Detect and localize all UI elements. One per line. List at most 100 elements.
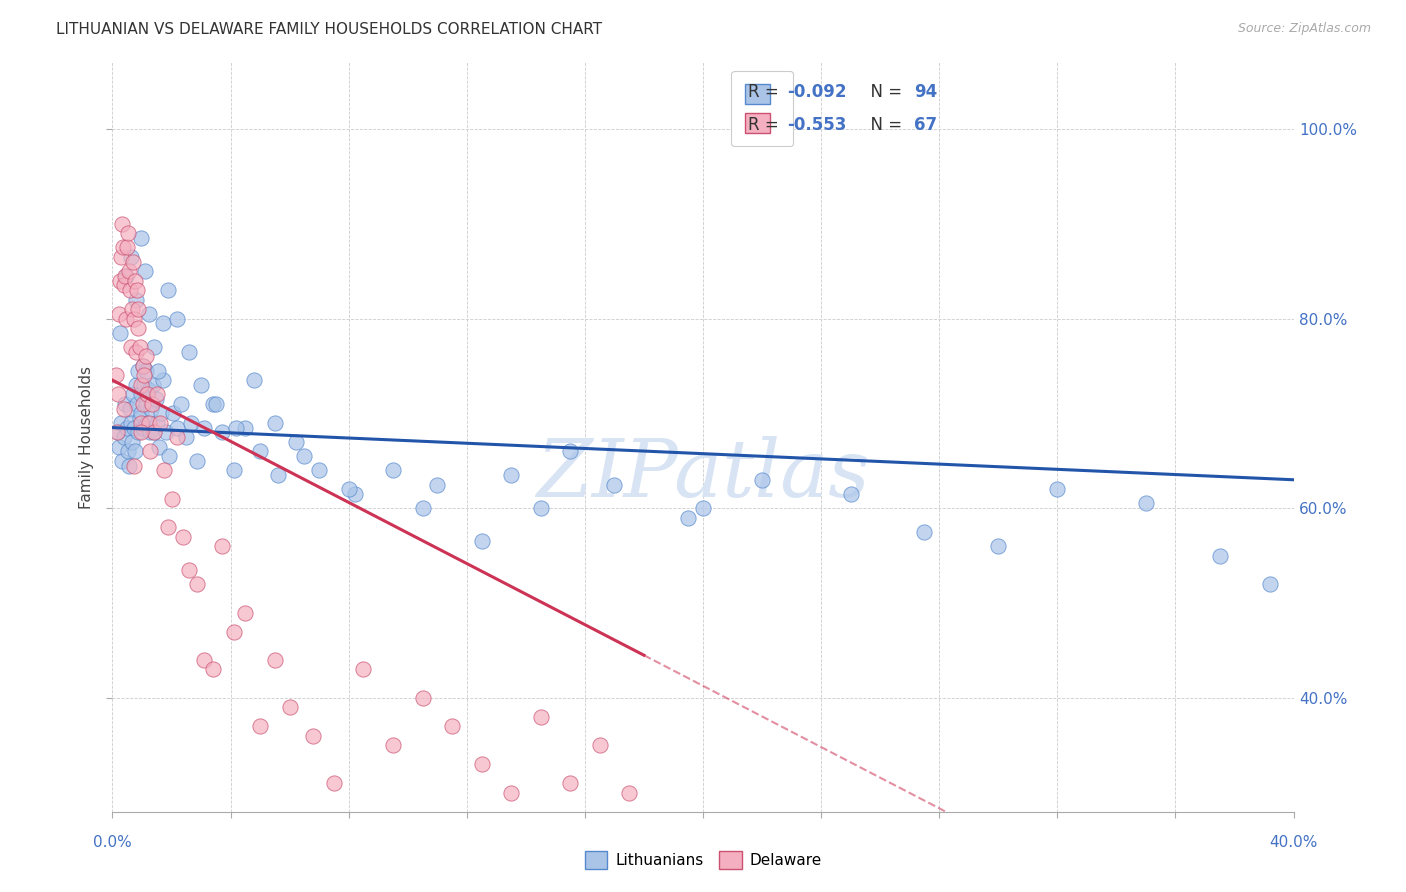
- Point: [426, 477, 449, 491]
- Point: [143, 340, 166, 354]
- Point: [107, 425, 129, 440]
- Point: [292, 449, 315, 463]
- Text: -0.553: -0.553: [787, 116, 846, 135]
- Point: [243, 373, 266, 387]
- Point: [108, 307, 131, 321]
- Point: [839, 487, 862, 501]
- Point: [129, 387, 152, 401]
- Point: [118, 458, 141, 473]
- Text: N =: N =: [860, 116, 908, 135]
- Point: [117, 226, 139, 240]
- Point: [134, 368, 156, 383]
- Text: R =: R =: [748, 83, 785, 101]
- Point: [225, 420, 247, 434]
- Point: [115, 240, 138, 254]
- Point: [124, 378, 146, 392]
- Point: [278, 700, 301, 714]
- Text: -0.092: -0.092: [787, 83, 846, 101]
- Point: [112, 401, 135, 416]
- Point: [692, 501, 714, 516]
- Point: [193, 420, 215, 434]
- Text: 67: 67: [914, 116, 936, 135]
- Text: R =: R =: [748, 116, 785, 135]
- Point: [160, 491, 183, 506]
- Point: [118, 264, 141, 278]
- Point: [118, 283, 141, 297]
- Point: [148, 440, 170, 454]
- Point: [249, 719, 271, 733]
- Point: [179, 563, 201, 577]
- Point: [108, 440, 131, 454]
- Point: [114, 268, 136, 283]
- Point: [343, 487, 366, 501]
- Point: [412, 501, 434, 516]
- Point: [111, 454, 134, 468]
- Text: 94: 94: [914, 83, 936, 101]
- Point: [121, 254, 143, 268]
- Point: [110, 250, 132, 264]
- Point: [156, 520, 179, 534]
- Point: [121, 387, 143, 401]
- Point: [166, 311, 188, 326]
- Point: [141, 401, 163, 416]
- Point: [131, 359, 153, 373]
- Point: [529, 501, 551, 516]
- Point: [111, 240, 134, 254]
- Point: [162, 406, 184, 420]
- Point: [127, 321, 149, 335]
- Point: [120, 250, 142, 264]
- Point: [105, 425, 128, 440]
- Text: 40.0%: 40.0%: [1270, 836, 1317, 850]
- Point: [108, 326, 131, 340]
- Point: [131, 420, 153, 434]
- Point: [114, 311, 136, 326]
- Point: [131, 416, 153, 430]
- Point: [211, 425, 233, 440]
- Point: [149, 416, 172, 430]
- Point: [174, 430, 197, 444]
- Point: [129, 231, 152, 245]
- Point: [135, 350, 157, 364]
- Point: [131, 406, 153, 420]
- Point: [588, 739, 610, 753]
- Point: [1046, 482, 1069, 496]
- Point: [139, 425, 162, 440]
- Point: [150, 406, 173, 420]
- Point: [914, 524, 936, 539]
- Point: [166, 420, 188, 434]
- Point: [1258, 577, 1281, 591]
- Text: 0.0%: 0.0%: [93, 836, 132, 850]
- Point: [128, 411, 150, 425]
- Point: [125, 397, 148, 411]
- Point: [134, 378, 156, 392]
- Point: [308, 463, 330, 477]
- Point: [107, 387, 129, 401]
- Point: [127, 364, 149, 378]
- Point: [560, 444, 582, 458]
- Point: [441, 719, 464, 733]
- Point: [264, 416, 287, 430]
- Point: [122, 311, 145, 326]
- Text: ZIPatlas: ZIPatlas: [536, 436, 870, 513]
- Point: [142, 378, 165, 392]
- Point: [152, 373, 174, 387]
- Point: [501, 468, 523, 483]
- Point: [619, 786, 641, 800]
- Point: [138, 416, 160, 430]
- Point: [114, 268, 136, 283]
- Point: [111, 217, 134, 231]
- Point: [124, 344, 146, 359]
- Point: [132, 359, 155, 373]
- Point: [136, 416, 159, 430]
- Point: [603, 477, 626, 491]
- Point: [201, 663, 224, 677]
- Point: [146, 416, 169, 430]
- Point: [180, 416, 202, 430]
- Point: [264, 653, 287, 667]
- Point: [141, 397, 163, 411]
- Point: [146, 387, 169, 401]
- Point: [987, 539, 1010, 553]
- Point: [108, 274, 131, 288]
- Point: [211, 539, 233, 553]
- Point: [112, 430, 135, 444]
